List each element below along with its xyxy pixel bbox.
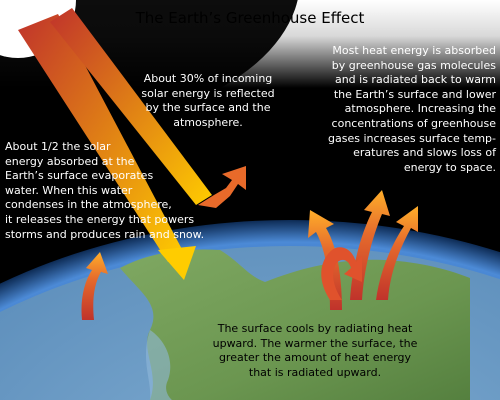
coastline-shading bbox=[145, 330, 172, 400]
evaporation-caption: About 1/2 the solar energy absorbed at t… bbox=[5, 140, 205, 241]
reflected-arrow bbox=[198, 166, 246, 208]
back-radiation-arrow bbox=[321, 247, 362, 300]
evaporation-heat-arrow bbox=[81, 252, 108, 320]
solar-beam-arrowhead bbox=[158, 246, 196, 280]
diagram-title: The Earth’s Greenhouse Effect bbox=[135, 9, 365, 27]
solar-beam-to-surface bbox=[18, 14, 185, 262]
solar-beam-reflected bbox=[50, 8, 212, 205]
surface-heat-arrow-right bbox=[376, 206, 418, 300]
reflected-energy-caption: About 30% of incoming solar energy is re… bbox=[141, 72, 275, 129]
surface-cooling-caption: The surface cools by radiating heat upwa… bbox=[212, 322, 418, 379]
greenhouse-absorption-caption: Most heat energy is absorbed by greenhou… bbox=[328, 44, 496, 174]
